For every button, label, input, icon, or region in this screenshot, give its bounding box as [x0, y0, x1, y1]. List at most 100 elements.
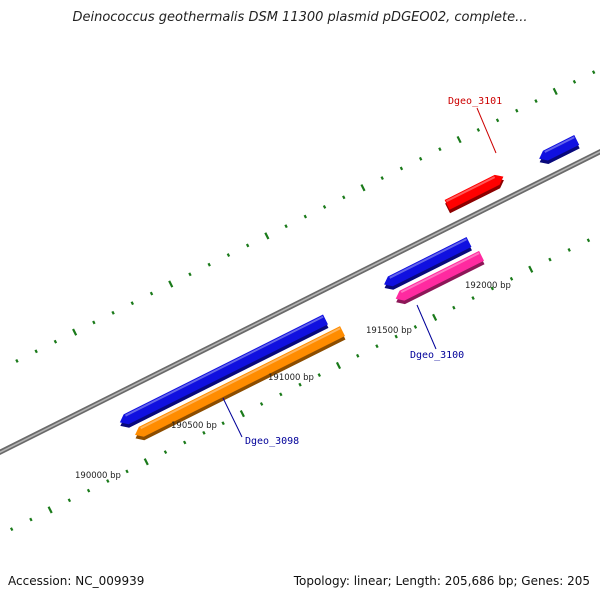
minor-tick	[125, 469, 129, 474]
minor-tick	[534, 99, 538, 103]
minor-tick	[130, 301, 134, 306]
minor-tick	[183, 440, 187, 445]
minor-tick	[92, 320, 96, 325]
topology-value: linear	[353, 574, 388, 588]
minor-tick	[342, 195, 346, 200]
genes-value: 205	[567, 574, 590, 588]
major-tick	[528, 265, 534, 273]
minor-tick	[380, 176, 384, 180]
gene-arrow-g5[interactable]	[444, 174, 504, 214]
minor-tick	[15, 359, 19, 363]
gene-arrow-g1[interactable]	[119, 314, 329, 428]
minor-tick	[106, 479, 110, 483]
gene-label-leader	[416, 304, 437, 350]
minor-tick	[29, 517, 33, 522]
gene-arrow-body	[395, 250, 485, 301]
gene-arrow-g2[interactable]	[135, 326, 346, 441]
minor-tick	[67, 498, 72, 503]
length-label: Length:	[395, 574, 441, 588]
minor-tick	[317, 373, 321, 378]
minor-tick	[111, 310, 115, 315]
gene-arrow-body	[119, 314, 328, 425]
minor-tick	[284, 224, 288, 229]
gene-arrow-highlight	[389, 238, 467, 279]
minor-tick	[245, 243, 250, 248]
sequence-summary: Topology: linear; Length: 205,686 bp; Ge…	[293, 574, 590, 588]
gene-arrow-g4[interactable]	[395, 250, 485, 305]
scale-label: 191000 bp	[268, 373, 314, 383]
scale-label: 190000 bp	[75, 471, 121, 481]
minor-tick	[303, 214, 308, 219]
gene-arrow-body	[384, 237, 472, 287]
minor-tick	[591, 70, 596, 75]
minor-tick	[226, 253, 231, 258]
gene-arrow-g6[interactable]	[539, 135, 580, 165]
major-tick	[168, 280, 174, 288]
minor-tick	[202, 430, 206, 435]
minor-tick	[322, 205, 327, 209]
gene-label-g2[interactable]: Dgeo_3098	[245, 436, 299, 447]
gene-labels: Dgeo_3098 Dgeo_3100 Dgeo_3101	[222, 96, 502, 447]
minor-tick	[413, 325, 418, 329]
length-value: 205,686 bp	[444, 574, 514, 588]
minor-tick	[476, 128, 481, 132]
gene-arrow-highlight	[400, 252, 480, 293]
accession-info: Accession: NC_009939	[8, 574, 144, 588]
minor-tick	[438, 147, 442, 152]
gene-label-g5[interactable]: Dgeo_3101	[448, 96, 502, 107]
topology-label: Topology:	[293, 574, 350, 588]
scale-labels: 190000 bp 190500 bp 191000 bp 191500 bp 1920…	[75, 281, 511, 481]
major-tick	[264, 232, 270, 240]
minor-tick	[399, 166, 404, 171]
major-tick	[456, 135, 462, 144]
tick-rows	[9, 70, 596, 532]
scale-label: 191500 bp	[366, 326, 412, 336]
genes-label: Genes:	[521, 574, 564, 588]
major-tick	[143, 458, 149, 466]
minor-tick	[279, 392, 283, 397]
major-tick	[72, 328, 78, 336]
backbone-highlight	[0, 150, 600, 454]
gene-arrow-highlight	[140, 327, 341, 430]
scale-label: 190500 bp	[171, 421, 217, 431]
minor-tick	[221, 421, 225, 426]
minor-tick	[515, 108, 519, 113]
major-tick	[360, 184, 366, 192]
accession-value: NC_009939	[75, 574, 145, 588]
minor-tick	[394, 334, 398, 339]
gene-arrow-body	[444, 174, 504, 210]
minor-tick	[495, 118, 500, 123]
minor-tick	[375, 344, 379, 349]
gene-label-g4[interactable]: Dgeo_3100	[410, 350, 464, 361]
gene-arrow-body	[539, 135, 580, 161]
gene-label-leader	[222, 397, 243, 438]
minor-tick	[418, 156, 423, 161]
minor-tick	[188, 272, 192, 277]
minor-tick	[471, 296, 475, 301]
sequence-backbone	[0, 148, 600, 456]
gene-label-leader	[476, 107, 497, 154]
minor-tick	[572, 79, 577, 84]
major-tick	[335, 361, 342, 370]
gene-arrow-highlight	[124, 315, 324, 417]
minor-tick	[548, 257, 552, 262]
minor-tick	[149, 291, 154, 296]
minor-tick	[259, 402, 264, 406]
minor-tick	[490, 286, 494, 291]
minor-tick	[509, 276, 514, 281]
gene-features	[119, 135, 580, 441]
major-tick	[47, 506, 53, 514]
gene-arrow-highlight	[544, 136, 575, 153]
accession-label: Accession:	[8, 574, 72, 588]
minor-tick	[207, 262, 211, 267]
minor-tick	[86, 488, 91, 493]
minor-tick	[356, 353, 360, 358]
gene-arrow-g3[interactable]	[384, 237, 472, 290]
major-tick	[432, 313, 438, 321]
scale-label: 192000 bp	[465, 281, 511, 291]
gene-arrow-highlight	[445, 176, 496, 203]
minor-tick	[163, 450, 168, 455]
minor-tick	[34, 349, 38, 354]
